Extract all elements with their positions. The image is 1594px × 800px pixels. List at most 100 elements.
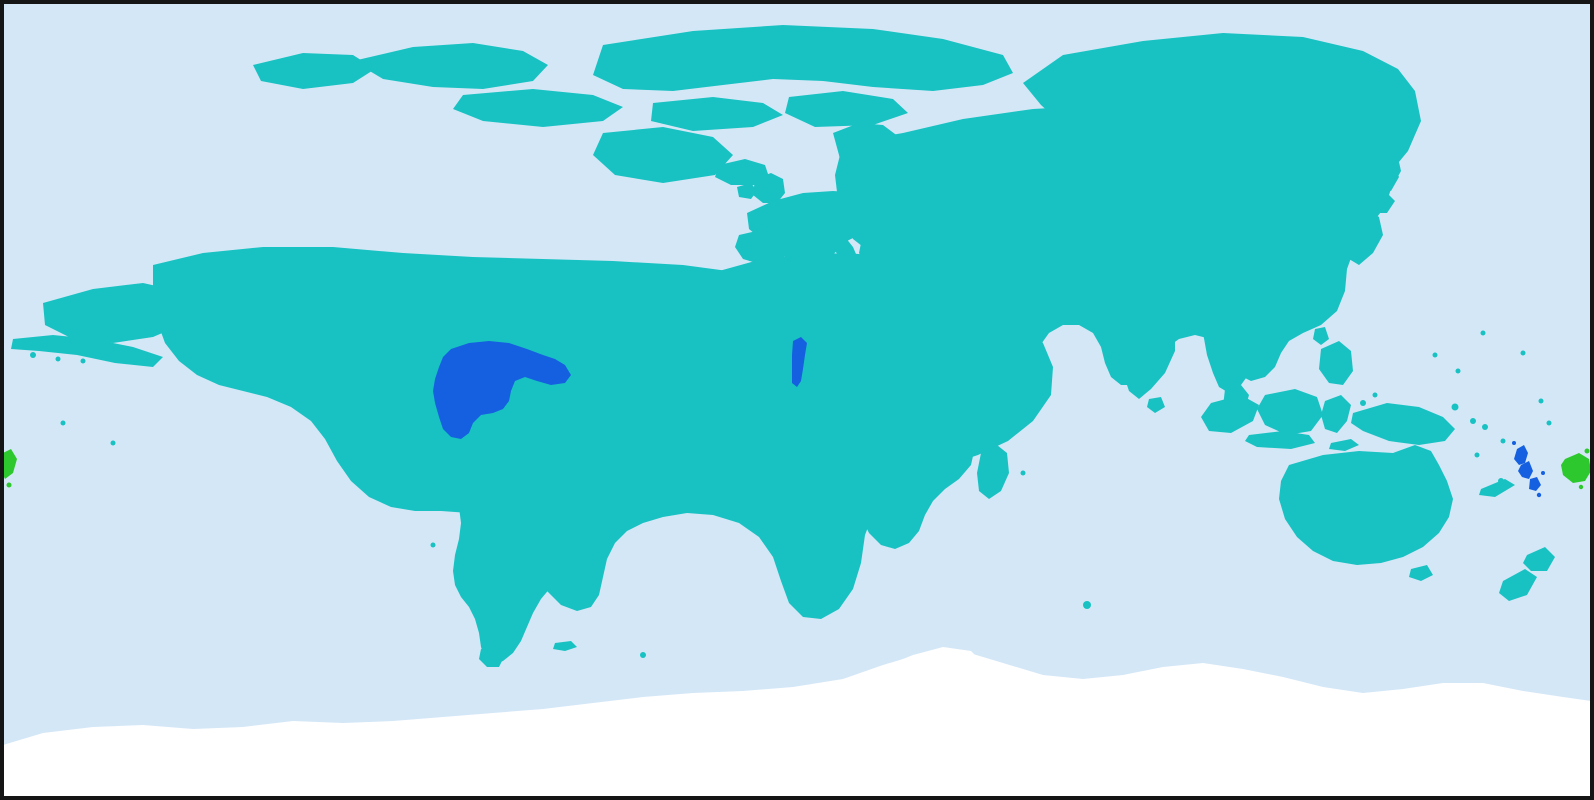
island-madagascar: [977, 445, 1009, 499]
island-timor: [1329, 439, 1359, 451]
island-philippines: [1319, 341, 1353, 385]
island-pacific-10: [1474, 452, 1480, 458]
island-canary: [703, 273, 717, 283]
island-pacific-9: [1538, 398, 1544, 404]
landmass-arctic-islands-e: [785, 91, 908, 127]
island-aleutian-dot-2: [55, 356, 61, 362]
highlight-vanuatu-islet-2[interactable]: [1512, 441, 1516, 445]
landmass-europe: [747, 191, 903, 277]
island-aleutian-dot-1: [30, 352, 36, 358]
island-pacific-3: [1480, 330, 1486, 336]
landmass-scandinavia: [833, 123, 901, 195]
landmass-arctic-islands-d: [651, 97, 783, 131]
island-hawaii-2: [162, 316, 168, 322]
island-moluccas-1: [1360, 400, 1366, 406]
landmass-sumatra: [1201, 395, 1259, 433]
highlight-colombia-venezuela[interactable]: [433, 341, 571, 439]
island-iceland: [715, 159, 769, 185]
island-falklands: [553, 641, 577, 651]
island-lesser-antilles-4: [576, 370, 582, 376]
island-japan-hokkaido: [1367, 191, 1395, 213]
highlight-vanuatu-islet-1[interactable]: [1541, 471, 1545, 475]
island-lesser-antilles-2: [576, 350, 582, 356]
island-hispaniola: [491, 331, 537, 345]
landmass-java: [1245, 431, 1315, 449]
antarctica-layer: [3, 647, 1591, 797]
highlight-vanuatu-north[interactable]: [1514, 445, 1528, 465]
island-new-caledonia-shape: [1479, 479, 1515, 497]
island-sri-lanka: [1147, 397, 1165, 413]
landmass-iberia: [735, 229, 791, 265]
landmass-arctic-islands-a: [353, 43, 548, 89]
highlight-fiji-east[interactable]: [1561, 453, 1591, 483]
highlight-benin[interactable]: [792, 337, 807, 387]
landmass-arctic-islands-b: [253, 53, 375, 89]
island-pacific-4: [1520, 350, 1526, 356]
world-map-svg[interactable]: [3, 3, 1591, 797]
island-comoros: [968, 440, 974, 446]
island-pacific-1: [60, 420, 66, 426]
landmass-asia: [889, 105, 1393, 385]
landmass-patagonia-tip: [479, 649, 503, 667]
island-juan-fernandez: [430, 542, 436, 548]
highlight-vanuatu-islet-3[interactable]: [1536, 492, 1542, 498]
land-layer: [11, 25, 1555, 667]
island-solomon-2: [1482, 424, 1488, 430]
island-pacific-5: [1455, 368, 1461, 374]
island-cape-verde: [686, 300, 692, 306]
island-pacific-8: [1500, 438, 1506, 444]
island-cuba: [411, 315, 503, 335]
island-hawaii-1: [150, 310, 156, 316]
island-taiwan: [1313, 327, 1329, 345]
island-pacific-2: [110, 440, 116, 446]
landmass-sulawesi: [1321, 395, 1351, 433]
island-moluccas-2: [1372, 392, 1378, 398]
island-japan: [1347, 209, 1383, 265]
highlight-fiji-west-wrap[interactable]: [3, 449, 17, 479]
island-new-zealand-north: [1523, 547, 1555, 571]
highlight-fiji-islet-east-2[interactable]: [1578, 484, 1584, 490]
island-sakhalin: [1379, 163, 1399, 191]
landmass-alaska: [43, 283, 193, 343]
highlight-vanuatu-south[interactable]: [1529, 477, 1541, 491]
landmass-australia: [1279, 445, 1453, 565]
landmass-korea: [1323, 237, 1347, 265]
landmass-new-guinea: [1351, 403, 1455, 445]
highlight-fiji-islet-east-1[interactable]: [1584, 448, 1590, 454]
landmass-borneo: [1257, 389, 1323, 435]
landmass-central-america: [363, 351, 435, 437]
island-aleutian-dot-3: [80, 358, 86, 364]
island-bahamas: [473, 295, 509, 309]
island-great-britain: [753, 173, 785, 203]
landmass-indochina: [1203, 329, 1255, 393]
landmass-victoria-island: [593, 127, 733, 183]
island-mauritius: [1020, 470, 1026, 476]
island-pacific-6: [1432, 352, 1438, 358]
island-tasmania: [1409, 565, 1433, 581]
antarctic-peninsula: [883, 647, 983, 681]
island-solomon-1: [1470, 418, 1476, 424]
island-puerto-rico: [541, 333, 565, 343]
island-galapagos: [408, 428, 414, 434]
landmass-india: [1111, 307, 1175, 399]
highlight-primary-layer[interactable]: [433, 337, 1545, 498]
island-south-georgia: [640, 652, 646, 658]
landmass-antarctica: [3, 651, 1591, 797]
island-bismarck: [1451, 403, 1459, 411]
island-pacific-11: [1083, 601, 1091, 609]
landmass-africa: [717, 253, 979, 549]
island-pacific-7: [1546, 420, 1552, 426]
island-ireland: [737, 183, 757, 199]
highlight-secondary-layer[interactable]: [3, 448, 1591, 490]
island-new-zealand-south: [1499, 569, 1537, 601]
map-inner-outline: [3, 3, 1591, 797]
highlight-vanuatu-mid[interactable]: [1518, 461, 1533, 479]
landmass-aleutians: [11, 335, 163, 367]
highlight-fiji-islet-west-1[interactable]: [6, 482, 12, 488]
island-lesser-antilles-3: [578, 360, 584, 366]
island-lesser-antilles-1: [572, 340, 578, 346]
landmass-canadian-arctic: [593, 25, 1013, 91]
landmass-south-america: [435, 383, 639, 665]
